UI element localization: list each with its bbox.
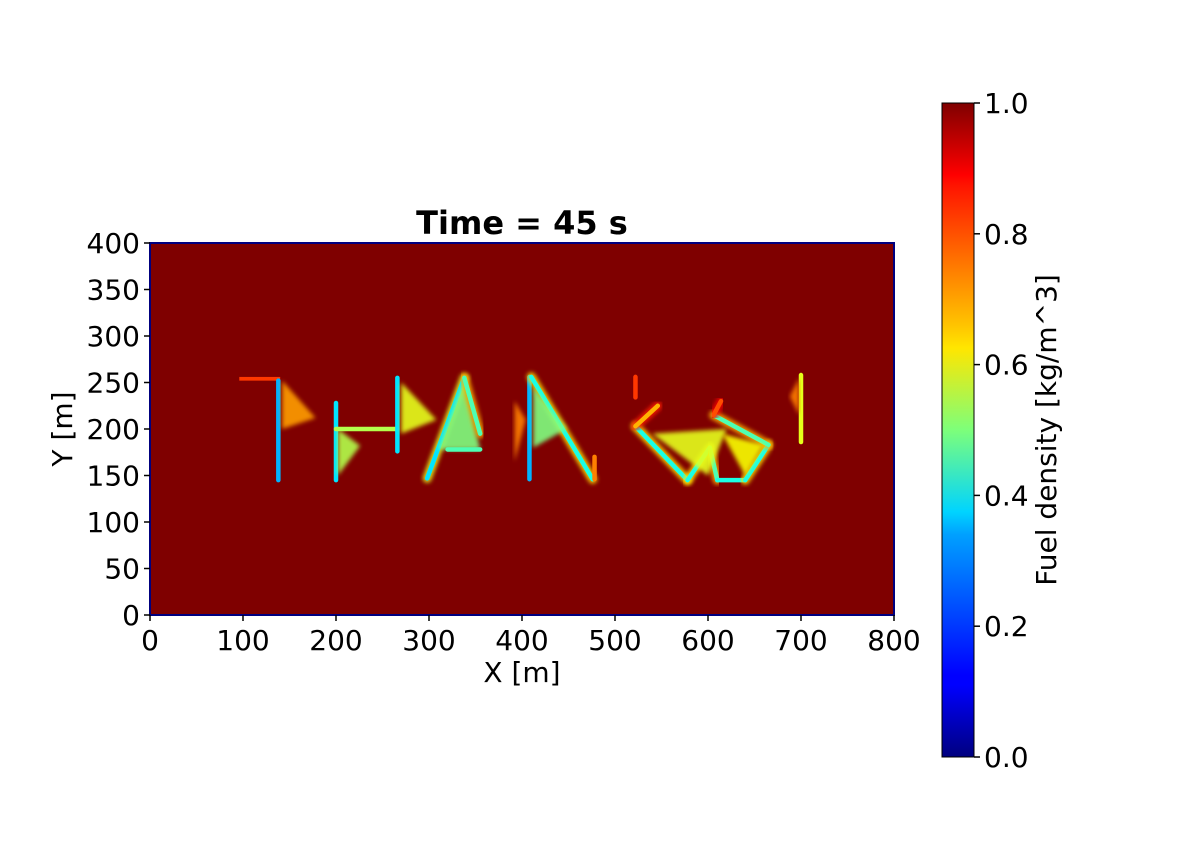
burn-front-18 xyxy=(633,423,690,483)
burn-zone-15 xyxy=(533,387,567,448)
y-tick-label: 300 xyxy=(87,320,140,353)
burn-zone-9 xyxy=(438,377,481,450)
y-tick-label: 50 xyxy=(104,553,140,586)
colorbar-tick-label: 0.4 xyxy=(984,479,1029,512)
colorbar-tick-label: 0.6 xyxy=(984,349,1029,382)
burn-bar-0 xyxy=(239,376,281,381)
x-tick-label: 300 xyxy=(402,624,455,657)
x-axis: 0 100 200 300 400 500 600 700 800 xyxy=(141,615,921,657)
colorbar-gradient xyxy=(942,103,974,757)
x-tick-label: 600 xyxy=(681,624,734,657)
burn-zone-2 xyxy=(282,380,316,429)
colorbar-tick-label: 0.0 xyxy=(984,741,1029,774)
x-tick-label: 400 xyxy=(495,624,548,657)
y-axis: 0 50 100 150 200 250 300 350 400 xyxy=(87,227,150,632)
colorbar-tick-label: 1.0 xyxy=(984,87,1029,120)
burn-front-25 xyxy=(711,398,724,418)
colorbar-label: Fuel density [kg/m^3] xyxy=(1030,274,1063,586)
y-tick-label: 0 xyxy=(122,599,140,632)
colorbar-ticks: 0.0 0.2 0.4 0.6 0.8 1.0 xyxy=(974,87,1029,774)
y-axis-label: Y [m] xyxy=(46,391,79,467)
burn-zone-4 xyxy=(337,429,361,476)
x-axis-label: X [m] xyxy=(483,656,560,689)
x-tick-label: 800 xyxy=(867,624,920,657)
x-tick-label: 200 xyxy=(309,624,362,657)
x-tick-label: 100 xyxy=(216,624,269,657)
y-tick-label: 400 xyxy=(87,227,140,260)
x-tick-label: 700 xyxy=(774,624,827,657)
y-tick-label: 100 xyxy=(87,506,140,539)
x-tick-label: 0 xyxy=(141,624,159,657)
burn-zone-7 xyxy=(401,382,437,434)
burn-front-23 xyxy=(742,442,771,483)
y-tick-label: 250 xyxy=(87,367,140,400)
burn-zone-14 xyxy=(514,401,526,462)
burn-front-24 xyxy=(711,412,771,448)
burn-front-19 xyxy=(633,403,661,429)
burn-zone-29 xyxy=(789,377,800,416)
burn-front-10 xyxy=(462,375,483,436)
y-tick-label: 150 xyxy=(87,460,140,493)
colorbar-tick-label: 0.8 xyxy=(984,218,1029,251)
colorbar-tick-label: 0.2 xyxy=(984,610,1029,643)
y-tick-label: 200 xyxy=(87,413,140,446)
x-tick-label: 500 xyxy=(588,624,641,657)
burn-zone-26 xyxy=(652,429,727,476)
y-tick-label: 350 xyxy=(87,274,140,307)
chart-title: Time = 45 s xyxy=(416,204,628,242)
burn-pattern xyxy=(239,370,806,485)
colorbar: 0.0 0.2 0.4 0.6 0.8 1.0 Fuel density [kg/m^3] xyxy=(941,87,1063,774)
burn-zone-27 xyxy=(721,433,764,476)
colorbar-frame xyxy=(941,102,975,758)
burn-front-8 xyxy=(424,375,467,481)
plot-area xyxy=(149,242,895,616)
